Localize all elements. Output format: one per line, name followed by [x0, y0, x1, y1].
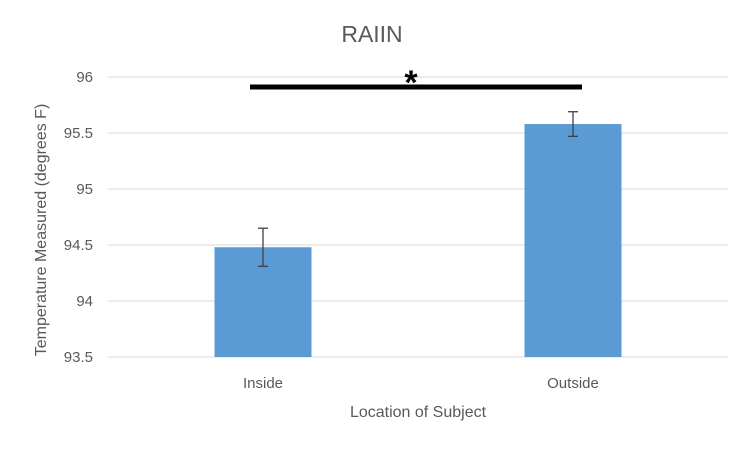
y-tick-label: 95.5 [64, 125, 93, 142]
y-tick-label: 94.5 [64, 237, 93, 254]
y-tick-label: 93.5 [64, 349, 93, 366]
bars [214, 124, 622, 357]
chart-title: RAIIN [341, 21, 402, 47]
error-bar-outside [568, 111, 578, 138]
significance-star: * [404, 64, 418, 102]
y-axis-title: Temperature Measured (degrees F) [33, 104, 50, 357]
error-bars [258, 111, 578, 267]
x-axis-tick-labels: Inside Outside [243, 375, 599, 392]
significance-annotation: * [250, 64, 582, 102]
y-axis-tick-labels: 93.5 94 94.5 95 95.5 96 [64, 69, 93, 366]
y-tick-label: 95 [76, 181, 93, 198]
bar-outside [524, 124, 622, 357]
gridlines [108, 76, 728, 358]
error-bar-inside [258, 227, 268, 267]
x-axis-title: Location of Subject [350, 404, 487, 421]
y-tick-label: 96 [76, 69, 93, 86]
x-tick-label-outside: Outside [547, 375, 599, 392]
y-tick-label: 94 [76, 293, 93, 310]
x-tick-label-inside: Inside [243, 375, 283, 392]
